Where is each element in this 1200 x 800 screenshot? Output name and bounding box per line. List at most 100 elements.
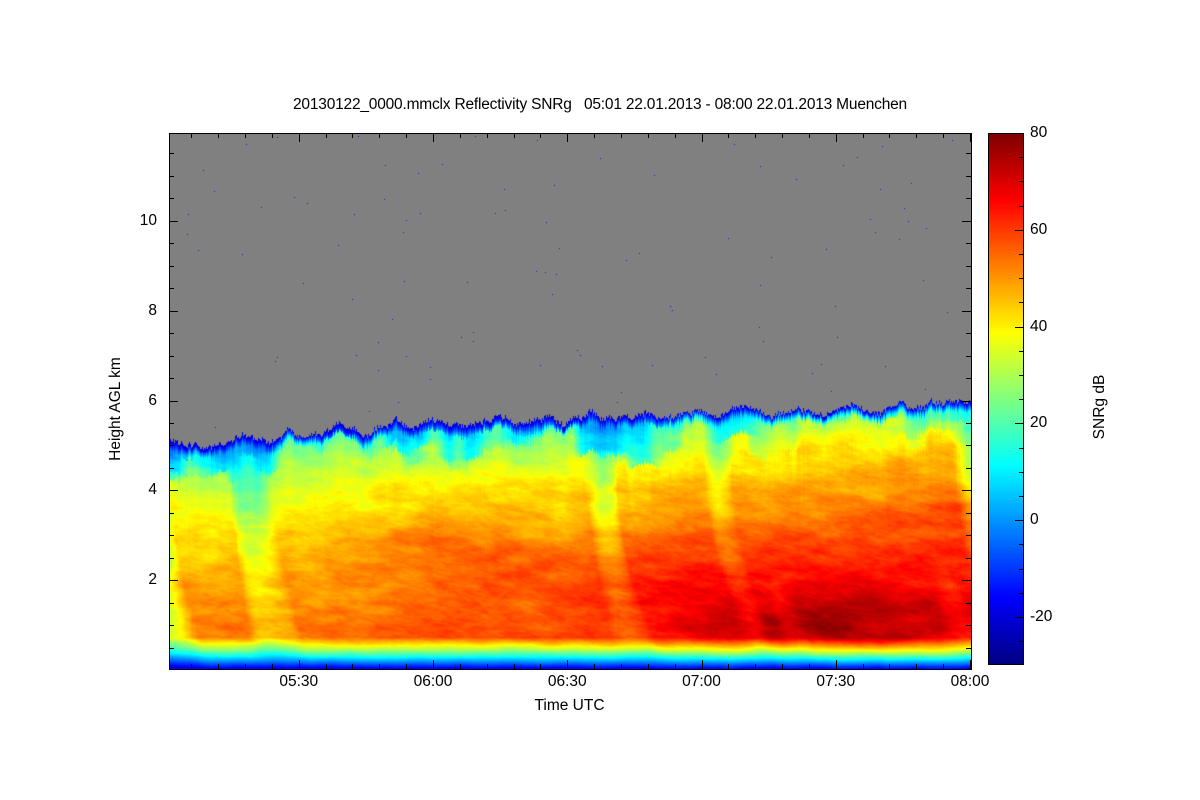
y-minor-tick (169, 176, 174, 177)
x-minor-tick (379, 664, 380, 669)
y-tick-label: 8 (148, 301, 157, 319)
x-minor-tick (245, 664, 246, 669)
x-major-tick-top (433, 133, 434, 142)
y-minor-tick (169, 243, 174, 244)
x-minor-tick (621, 664, 622, 669)
x-minor-tick (809, 664, 810, 669)
colorbar-minor-tick (1019, 206, 1023, 207)
y-minor-tick-right (966, 558, 971, 559)
x-minor-tick-top (782, 133, 783, 138)
colorbar-tick-label: 60 (1030, 220, 1048, 238)
y-minor-tick-right (966, 445, 971, 446)
y-minor-tick (169, 378, 174, 379)
x-major-tick (702, 660, 703, 669)
y-tick-label: 4 (148, 481, 157, 499)
colorbar-minor-tick (1019, 399, 1023, 400)
y-minor-tick (169, 288, 174, 289)
y-minor-tick-right (966, 625, 971, 626)
colorbar-minor-tick (1019, 448, 1023, 449)
y-minor-tick (169, 625, 174, 626)
x-minor-tick-top (406, 133, 407, 138)
colorbar-tick-label: 0 (1030, 511, 1039, 529)
colorbar (988, 133, 1024, 665)
y-minor-tick-right (966, 423, 971, 424)
y-major-tick-right (962, 580, 971, 581)
y-minor-tick-right (966, 535, 971, 536)
colorbar-minor-tick (1019, 254, 1023, 255)
x-minor-tick-top (594, 133, 595, 138)
colorbar-major-tick (1015, 617, 1023, 618)
x-minor-tick-top (514, 133, 515, 138)
x-minor-tick (943, 664, 944, 669)
y-minor-tick (169, 535, 174, 536)
x-minor-tick (487, 664, 488, 669)
y-major-tick (169, 311, 178, 312)
y-minor-tick (169, 356, 174, 357)
colorbar-minor-tick (1019, 544, 1023, 545)
y-minor-tick-right (966, 198, 971, 199)
x-minor-tick (782, 664, 783, 669)
x-minor-tick (191, 664, 192, 669)
x-minor-tick (514, 664, 515, 669)
x-minor-tick-top (755, 133, 756, 138)
colorbar-minor-tick (1019, 496, 1023, 497)
colorbar-minor-tick (1019, 641, 1023, 642)
x-minor-tick (594, 664, 595, 669)
colorbar-gradient (989, 134, 1023, 664)
x-minor-tick-top (272, 133, 273, 138)
colorbar-minor-tick (1019, 375, 1023, 376)
x-minor-tick-top (245, 133, 246, 138)
colorbar-minor-tick (1019, 181, 1023, 182)
x-minor-tick (889, 664, 890, 669)
colorbar-minor-tick (1019, 472, 1023, 473)
x-minor-tick (863, 664, 864, 669)
y-minor-tick (169, 266, 174, 267)
y-minor-tick (169, 558, 174, 559)
y-minor-tick (169, 423, 174, 424)
x-tick-label: 06:30 (547, 673, 587, 690)
y-major-tick (169, 490, 178, 491)
y-minor-tick-right (966, 468, 971, 469)
colorbar-major-tick (1015, 133, 1023, 134)
y-minor-tick (169, 445, 174, 446)
colorbar-minor-tick (1019, 157, 1023, 158)
y-tick-label: 6 (148, 391, 157, 409)
y-minor-tick-right (966, 266, 971, 267)
y-tick-label: 2 (148, 571, 157, 589)
x-minor-tick (272, 664, 273, 669)
x-minor-tick-top (728, 133, 729, 138)
colorbar-minor-tick (1019, 278, 1023, 279)
x-minor-tick-top (191, 133, 192, 138)
y-minor-tick-right (966, 356, 971, 357)
x-axis-label: Time UTC (534, 697, 605, 714)
y-minor-tick (169, 333, 174, 334)
y-minor-tick (169, 153, 174, 154)
x-major-tick-top (836, 133, 837, 142)
x-tick-label: 07:30 (816, 673, 856, 690)
x-minor-tick-top (943, 133, 944, 138)
x-tick-label: 07:00 (682, 673, 721, 690)
colorbar-major-tick (1015, 520, 1023, 521)
colorbar-major-tick (1015, 327, 1023, 328)
x-minor-tick (326, 664, 327, 669)
colorbar-axis-label: SNRg dB (1091, 374, 1108, 440)
x-minor-tick (352, 664, 353, 669)
x-minor-tick (728, 664, 729, 669)
y-major-tick-right (962, 311, 971, 312)
x-minor-tick-top (648, 133, 649, 138)
colorbar-minor-tick (1019, 351, 1023, 352)
y-minor-tick (169, 648, 174, 649)
x-major-tick-top (299, 133, 300, 142)
y-major-tick-right (962, 401, 971, 402)
x-minor-tick-top (218, 133, 219, 138)
y-minor-tick-right (966, 333, 971, 334)
x-minor-tick-top (675, 133, 676, 138)
y-major-tick-right (962, 221, 971, 222)
x-minor-tick-top (540, 133, 541, 138)
x-major-tick (299, 660, 300, 669)
x-minor-tick-top (809, 133, 810, 138)
x-major-tick-top (970, 133, 971, 142)
y-minor-tick-right (966, 176, 971, 177)
x-minor-tick (406, 664, 407, 669)
y-tick-label: 10 (139, 211, 157, 229)
